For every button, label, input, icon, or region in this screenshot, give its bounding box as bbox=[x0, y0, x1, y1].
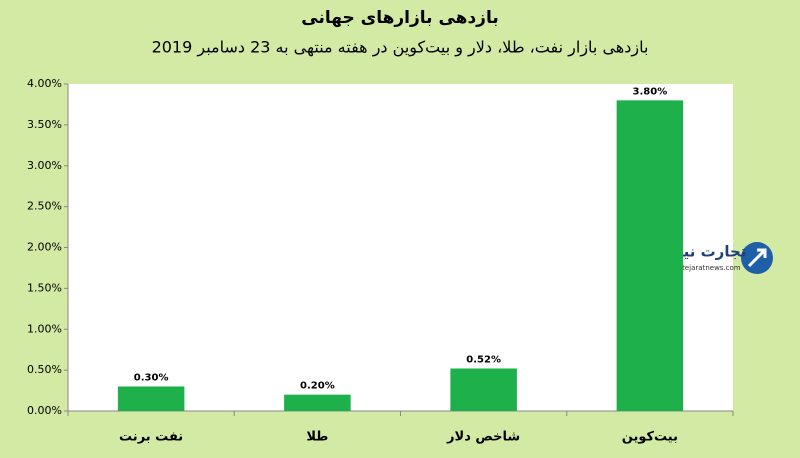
bar bbox=[616, 100, 684, 411]
y-tick-label: 2.50% bbox=[27, 200, 62, 213]
y-tick-label: 0.50% bbox=[27, 363, 62, 376]
y-tick-label: 1.00% bbox=[27, 322, 62, 335]
bar bbox=[284, 394, 351, 411]
bar bbox=[117, 386, 185, 411]
value-label: 0.52% bbox=[466, 354, 501, 365]
y-tick-label: 1.50% bbox=[27, 281, 62, 294]
y-tick-label: 0.00% bbox=[27, 404, 62, 417]
watermark-url: www.tejaratnews.com bbox=[663, 264, 740, 272]
chart-subtitle: بازدهی بازار نفت، طلا، دلار و بیت‌کوین د… bbox=[152, 38, 649, 58]
value-label: 0.20% bbox=[300, 381, 335, 392]
y-tick-label: 4.00% bbox=[27, 77, 62, 90]
y-tick-label: 3.00% bbox=[27, 159, 62, 172]
bar bbox=[450, 368, 517, 411]
y-tick-label: 3.50% bbox=[27, 118, 62, 131]
logo-arrow bbox=[747, 248, 767, 268]
watermark-brand: تجارت نیوز bbox=[665, 243, 747, 261]
value-label: 0.30% bbox=[134, 372, 169, 383]
chart-title: بازدهی بازارهای جهانی bbox=[301, 8, 498, 28]
x-tick-label: طلا bbox=[306, 430, 328, 445]
x-tick-label: بیت‌کوین bbox=[622, 430, 678, 445]
value-label: 3.80% bbox=[633, 86, 668, 97]
y-tick-label: 2.00% bbox=[27, 241, 62, 254]
x-tick-label: شاخص دلار bbox=[446, 430, 520, 445]
x-tick-label: نفت برنت bbox=[119, 430, 183, 445]
